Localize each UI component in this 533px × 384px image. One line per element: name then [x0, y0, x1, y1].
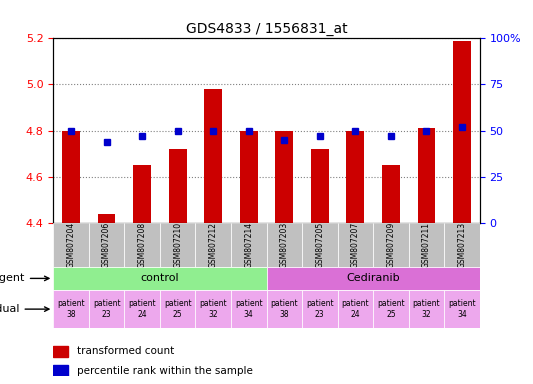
Text: transformed count: transformed count [77, 346, 174, 356]
Text: GSM807207: GSM807207 [351, 222, 360, 268]
Text: patient
24: patient 24 [342, 300, 369, 319]
Bar [453, 41, 471, 223]
Text: GSM807204: GSM807204 [67, 222, 76, 268]
Text: patient
23: patient 23 [306, 300, 334, 319]
Text: patient
32: patient 32 [413, 300, 440, 319]
FancyBboxPatch shape [160, 290, 196, 328]
Bar [133, 165, 151, 223]
Bar [204, 89, 222, 223]
Text: GSM807205: GSM807205 [316, 222, 324, 268]
Text: patient
38: patient 38 [57, 300, 85, 319]
FancyBboxPatch shape [196, 290, 231, 328]
FancyBboxPatch shape [302, 223, 337, 267]
Text: patient
32: patient 32 [199, 300, 227, 319]
Text: GSM807213: GSM807213 [457, 222, 466, 268]
FancyBboxPatch shape [409, 290, 444, 328]
FancyBboxPatch shape [266, 223, 302, 267]
FancyBboxPatch shape [373, 290, 409, 328]
FancyBboxPatch shape [231, 223, 266, 267]
Bar [53, 365, 68, 376]
FancyBboxPatch shape [444, 223, 480, 267]
Text: patient
34: patient 34 [448, 300, 476, 319]
Text: patient
38: patient 38 [270, 300, 298, 319]
Text: percentile rank within the sample: percentile rank within the sample [77, 366, 253, 376]
Bar [311, 149, 329, 223]
FancyBboxPatch shape [266, 290, 302, 328]
Text: GSM807209: GSM807209 [386, 222, 395, 268]
FancyBboxPatch shape [337, 290, 373, 328]
Title: GDS4833 / 1556831_at: GDS4833 / 1556831_at [185, 22, 348, 36]
Bar [382, 165, 400, 223]
FancyBboxPatch shape [302, 290, 337, 328]
Text: agent: agent [0, 273, 49, 283]
FancyBboxPatch shape [124, 290, 160, 328]
FancyBboxPatch shape [53, 290, 89, 328]
FancyBboxPatch shape [89, 223, 124, 267]
Text: GSM807203: GSM807203 [280, 222, 289, 268]
FancyBboxPatch shape [231, 290, 266, 328]
FancyBboxPatch shape [53, 267, 266, 290]
FancyBboxPatch shape [53, 223, 89, 267]
Bar [169, 149, 187, 223]
Bar [276, 131, 293, 223]
Text: patient
24: patient 24 [128, 300, 156, 319]
Text: patient
23: patient 23 [93, 300, 120, 319]
Text: control: control [141, 273, 179, 283]
FancyBboxPatch shape [196, 223, 231, 267]
FancyBboxPatch shape [124, 223, 160, 267]
Bar [417, 128, 435, 223]
Text: Cediranib: Cediranib [346, 273, 400, 283]
Text: GSM807208: GSM807208 [138, 222, 147, 268]
FancyBboxPatch shape [89, 290, 124, 328]
Bar [62, 131, 80, 223]
Bar [240, 131, 257, 223]
Text: GSM807211: GSM807211 [422, 222, 431, 268]
Bar [98, 214, 116, 223]
Bar [346, 131, 364, 223]
Text: GSM807212: GSM807212 [209, 222, 217, 268]
Text: individual: individual [0, 304, 49, 314]
FancyBboxPatch shape [373, 223, 409, 267]
Text: patient
34: patient 34 [235, 300, 263, 319]
Text: GSM807210: GSM807210 [173, 222, 182, 268]
FancyBboxPatch shape [266, 267, 480, 290]
FancyBboxPatch shape [160, 223, 196, 267]
FancyBboxPatch shape [337, 223, 373, 267]
Text: GSM807206: GSM807206 [102, 222, 111, 268]
FancyBboxPatch shape [409, 223, 444, 267]
Bar [53, 346, 68, 357]
Text: patient
25: patient 25 [164, 300, 191, 319]
Text: patient
25: patient 25 [377, 300, 405, 319]
FancyBboxPatch shape [444, 290, 480, 328]
Text: GSM807214: GSM807214 [244, 222, 253, 268]
